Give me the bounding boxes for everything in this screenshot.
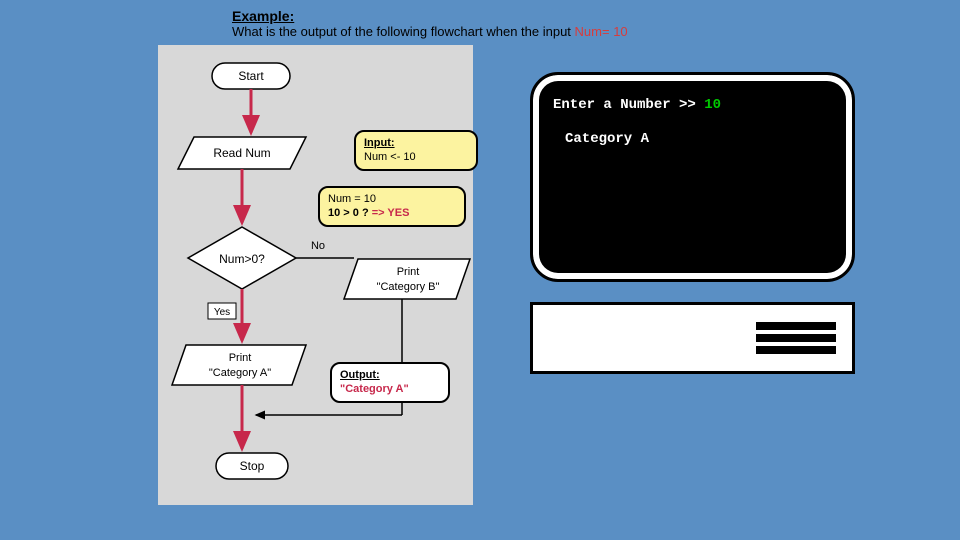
annotation-input-heading: Input: (364, 137, 395, 149)
node-catb-label-2: "Category B" (377, 281, 440, 293)
example-subtitle: What is the output of the following flow… (232, 24, 628, 39)
node-cata (172, 345, 306, 385)
node-catb-label-1: Print (397, 266, 420, 278)
header: Example: What is the output of the follo… (232, 8, 628, 39)
annotation-output-body: "Category A" (340, 383, 409, 395)
terminal-line-prompt: Enter a Number >> 10 (553, 97, 832, 113)
annotation-eval: Num = 10 10 > 0 ? => YES (318, 186, 466, 227)
node-cata-label-1: Print (229, 352, 252, 364)
edge-label-no: No (311, 240, 325, 252)
node-decision-label: Num>0? (219, 252, 265, 266)
terminal-screen: Enter a Number >> 10 Category A (530, 72, 855, 282)
annotation-output-heading: Output: (340, 369, 380, 381)
subtitle-text: What is the output of the following flow… (232, 24, 575, 39)
terminal-result: Category A (553, 131, 832, 147)
monitor-base (530, 302, 855, 374)
node-read-label: Read Num (213, 146, 270, 160)
vent-icon (756, 322, 836, 354)
annotation-eval-line1: Num = 10 (328, 193, 376, 205)
node-cata-label-2: "Category A" (209, 367, 271, 379)
example-title: Example: (232, 8, 628, 24)
annotation-input: Input: Num <- 10 (354, 130, 478, 171)
edge-label-yes: Yes (214, 307, 230, 318)
terminal-monitor: Enter a Number >> 10 Category A (530, 72, 855, 374)
terminal-entered: 10 (704, 97, 721, 113)
annotation-input-body: Num <- 10 (364, 151, 416, 163)
annotation-eval-line2b: => YES (369, 207, 410, 219)
annotation-output: Output: "Category A" (330, 362, 450, 403)
flowchart-panel: Start Read Num Num>0? No Print "Category… (158, 45, 473, 505)
annotation-eval-line2a: 10 > 0 ? (328, 207, 369, 219)
terminal-prompt-text: Enter a Number >> (553, 97, 704, 113)
flowchart-svg: Start Read Num Num>0? No Print "Category… (158, 45, 473, 505)
node-start-label: Start (238, 69, 264, 83)
subtitle-highlight: Num= 10 (575, 24, 628, 39)
node-catb (344, 259, 470, 299)
node-stop-label: Stop (240, 459, 265, 473)
